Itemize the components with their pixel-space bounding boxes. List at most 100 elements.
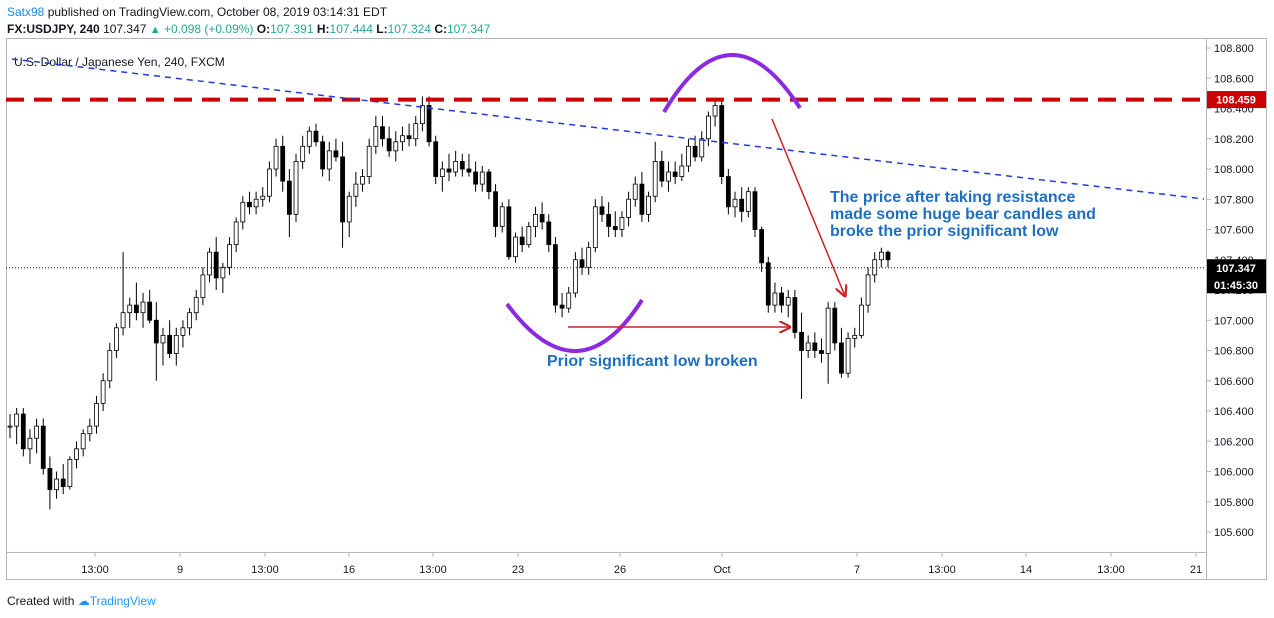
candle-body <box>213 251 219 279</box>
candle <box>639 172 645 222</box>
candle <box>67 456 73 490</box>
candle-body <box>852 334 858 339</box>
candle <box>732 191 738 218</box>
candle <box>27 429 33 464</box>
low-label: L: <box>376 22 388 36</box>
candle <box>147 290 153 324</box>
candle-body <box>60 478 66 488</box>
candle <box>686 138 691 173</box>
candle <box>473 161 479 192</box>
candle <box>74 441 79 469</box>
candle <box>133 282 139 321</box>
candle <box>54 471 59 499</box>
candle <box>692 135 698 162</box>
candle <box>453 150 459 177</box>
candle-body <box>599 206 605 215</box>
svg-text:108.459: 108.459 <box>1216 95 1256 107</box>
up-triangle-icon: ▲ <box>149 24 161 36</box>
candle <box>772 282 778 313</box>
candle-body <box>127 304 133 314</box>
candle-body <box>114 327 119 351</box>
candle-body <box>839 342 844 374</box>
candle <box>386 126 392 157</box>
candle-body <box>326 150 332 170</box>
time-tick-label: 21 <box>1190 564 1202 576</box>
candle <box>439 161 445 192</box>
time-tick-label: 16 <box>343 564 355 576</box>
candle-body <box>40 425 46 469</box>
candle <box>546 214 552 253</box>
candle <box>413 116 419 147</box>
candle <box>286 169 292 238</box>
candle <box>666 161 671 192</box>
candle <box>513 232 518 263</box>
candle-body <box>513 236 518 258</box>
candle <box>20 407 26 457</box>
price-tick-label: 106.400 <box>1214 406 1254 418</box>
candle <box>586 241 592 275</box>
candle-body <box>439 168 445 177</box>
candles <box>7 96 891 510</box>
trend-line[interactable] <box>11 58 1205 200</box>
candle <box>400 126 405 151</box>
price-tick-label: 108.200 <box>1214 134 1254 146</box>
candle-body <box>240 201 246 223</box>
candle <box>340 141 345 248</box>
candle-body <box>486 171 492 193</box>
price-tick-label: 108.600 <box>1214 73 1254 85</box>
bottom-arc[interactable] <box>505 298 644 353</box>
symbol-label[interactable]: FX:USDJPY, 240 <box>7 22 100 36</box>
candle-body <box>499 206 505 227</box>
candle-body <box>433 141 439 177</box>
candle <box>499 202 505 233</box>
tradingview-link[interactable]: TradingView <box>89 594 156 608</box>
candle-body <box>406 135 412 140</box>
candle <box>539 202 545 230</box>
down-move-arrow[interactable] <box>771 118 845 296</box>
candle <box>267 161 272 203</box>
candle <box>825 302 831 384</box>
top-arc[interactable] <box>662 53 802 114</box>
candle <box>819 338 824 363</box>
candle-body <box>7 425 13 428</box>
candle <box>253 191 259 215</box>
candle <box>140 293 146 328</box>
tradingview-logo-icon: ☁ <box>77 594 90 608</box>
candle <box>592 199 598 253</box>
candle <box>533 206 538 238</box>
candle-body <box>87 425 93 435</box>
candle <box>34 418 40 454</box>
candle-body <box>320 141 326 170</box>
candle-body <box>772 292 778 306</box>
candle <box>812 332 818 359</box>
candle <box>306 126 312 154</box>
candle <box>612 211 618 238</box>
candle-body <box>47 468 53 491</box>
candle <box>799 312 804 399</box>
candle-body <box>14 413 20 427</box>
candle-body <box>160 334 166 344</box>
candle <box>406 123 412 147</box>
candle-body <box>380 126 385 140</box>
candle <box>792 290 798 339</box>
candle-body <box>260 195 266 200</box>
candle <box>153 302 159 381</box>
price-axis-frame[interactable] <box>1206 38 1267 580</box>
candle <box>719 100 725 185</box>
candle <box>805 335 811 359</box>
candle <box>599 196 605 222</box>
candle-body <box>247 201 252 208</box>
candle-body <box>878 251 884 261</box>
ohlc-bar: FX:USDJPY, 240 107.347 ▲ +0.098 (+0.09%)… <box>7 22 490 36</box>
candle <box>519 226 525 253</box>
candle <box>120 252 126 336</box>
candle-body <box>845 337 851 374</box>
candle-body <box>207 251 212 276</box>
candle <box>300 135 306 169</box>
candle-body <box>619 216 625 230</box>
candle <box>865 267 871 313</box>
candle <box>466 153 472 177</box>
author-link[interactable]: Satx98 <box>7 5 45 19</box>
candle-body <box>419 105 425 125</box>
